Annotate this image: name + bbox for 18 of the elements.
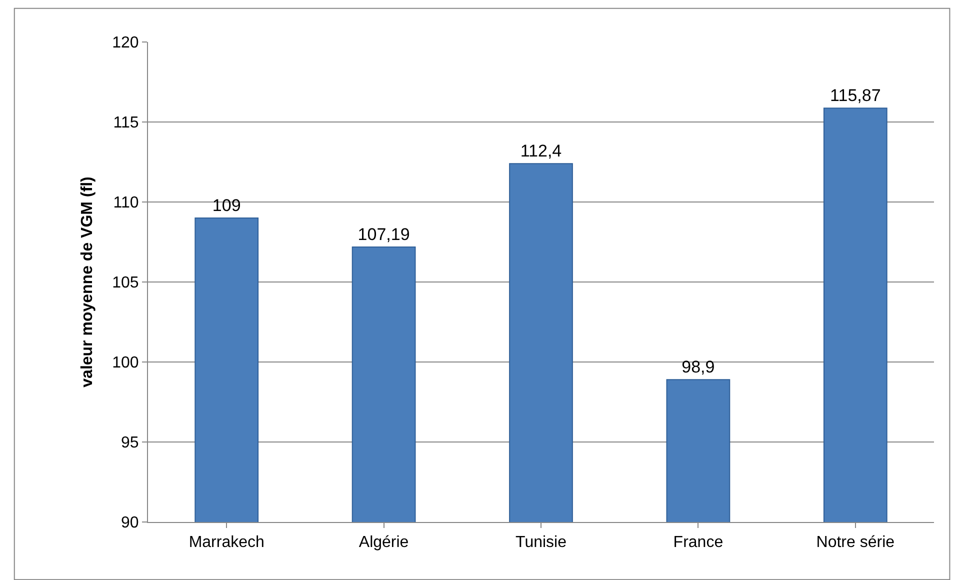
y-tick-label: 110 xyxy=(113,194,139,212)
y-tick-label: 105 xyxy=(112,274,139,292)
data-label: 98,9 xyxy=(682,358,715,377)
data-label: 107,19 xyxy=(358,224,410,244)
x-tick-label: France xyxy=(673,534,724,552)
data-label: 109 xyxy=(212,196,241,215)
y-tick-label: 120 xyxy=(112,34,139,52)
y-tick-label: 90 xyxy=(121,514,139,532)
x-tick-label: Notre série xyxy=(816,534,895,552)
x-tick-label: Marrakech xyxy=(188,534,264,552)
data-label: 115,87 xyxy=(830,86,881,106)
data-label: 112,4 xyxy=(520,142,562,161)
y-axis-title: valeur moyenne de VGM (fl) xyxy=(78,176,96,388)
y-tick-label: 95 xyxy=(121,434,139,452)
y-tick-label: 100 xyxy=(112,354,139,372)
x-tick-label: Algérie xyxy=(358,534,409,552)
x-tick-label: Tunisie xyxy=(516,534,567,552)
y-tick-label: 115 xyxy=(113,114,139,132)
